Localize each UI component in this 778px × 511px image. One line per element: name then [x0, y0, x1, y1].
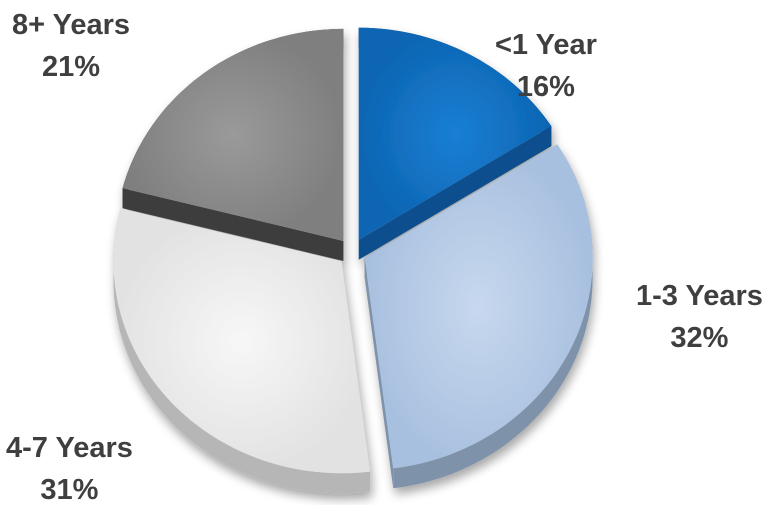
slice-label-1-3-years: 1-3 Years 32%: [636, 275, 763, 359]
pie-slice-4-7-years: [113, 208, 371, 474]
pie-slice-8-years: [122, 28, 344, 241]
slice-category-label: <1 Year: [495, 29, 597, 61]
slice-category-label: 1-3 Years: [636, 280, 763, 312]
slice-category-label: 4-7 Years: [6, 432, 133, 464]
slice-percent-label: 31%: [40, 474, 99, 506]
slice-label-less-than-1-year: <1 Year 16%: [495, 24, 597, 108]
slice-percent-label: 32%: [670, 322, 729, 354]
pie-slice-1-year: [358, 27, 552, 240]
pie-slice-1-3-years: [364, 144, 593, 469]
slice-percent-label: 16%: [516, 71, 575, 103]
slice-percent-label: 21%: [41, 51, 101, 83]
slice-category-label: 8+ Years: [12, 9, 131, 41]
slice-label-4-7-years: 4-7 Years 31%: [6, 427, 133, 511]
slice-label-8-plus-years: 8+ Years 21%: [12, 4, 130, 88]
